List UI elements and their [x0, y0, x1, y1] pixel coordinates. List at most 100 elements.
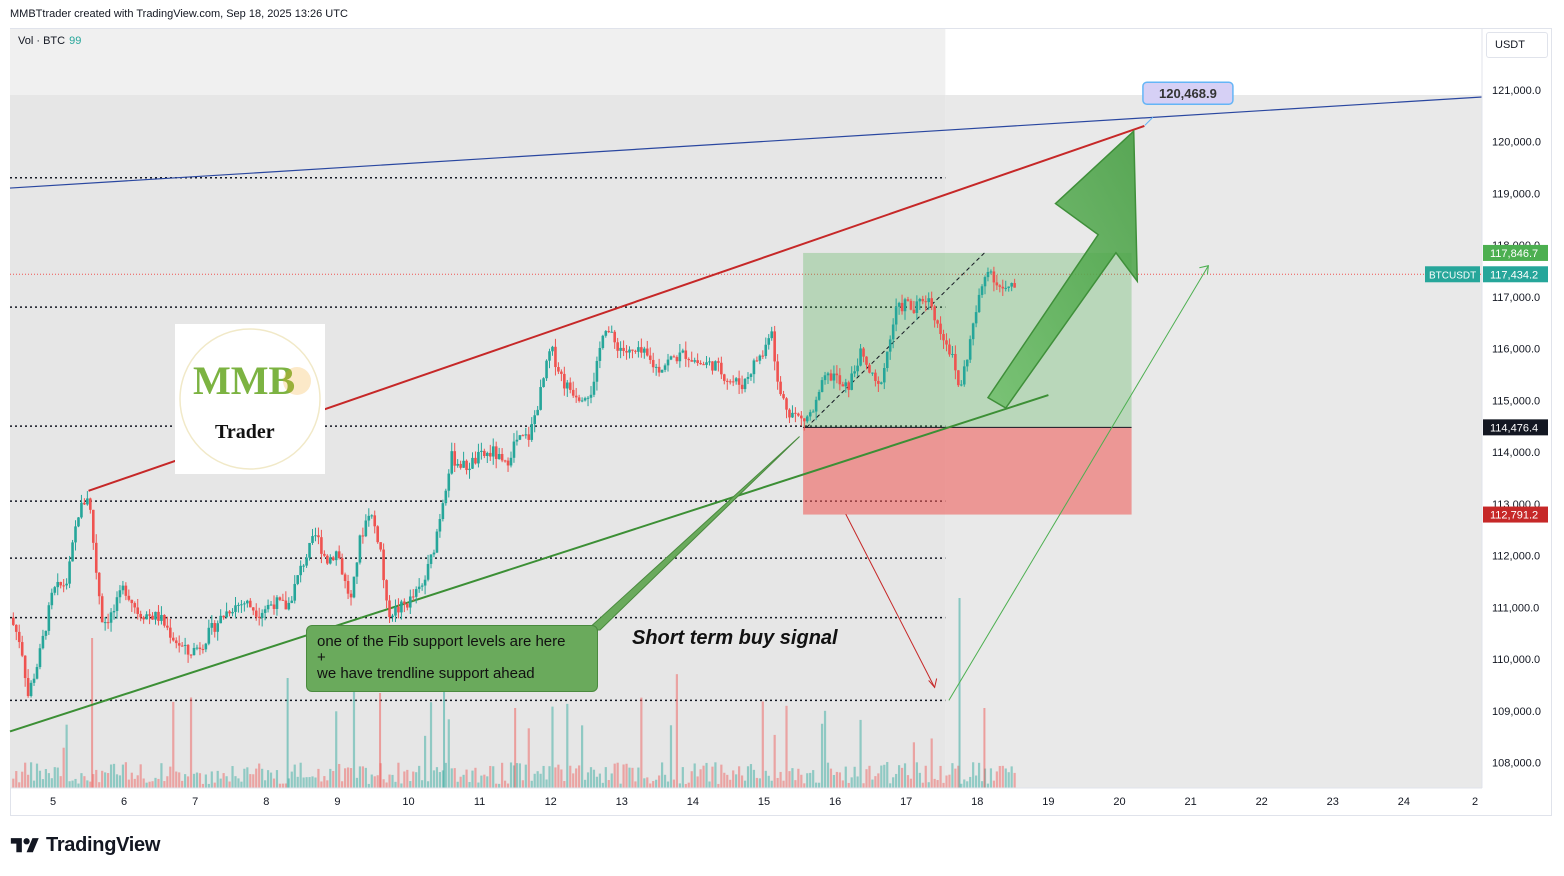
candle — [755, 360, 759, 362]
volume-bar — [83, 776, 86, 788]
volume-bar — [690, 771, 693, 788]
candle — [874, 372, 877, 381]
candle — [204, 643, 208, 650]
volume-bar — [163, 781, 166, 788]
x-tick-label: 9 — [334, 796, 340, 808]
candle — [672, 356, 676, 358]
candle — [734, 378, 738, 382]
volume-bar — [598, 773, 601, 788]
candle — [933, 306, 936, 321]
candle — [222, 615, 225, 618]
volume-bar — [705, 762, 708, 788]
symbol-badge-text: BTCUSDT — [1429, 270, 1476, 281]
y-tick-label: 111,000.0 — [1492, 602, 1539, 614]
candle — [89, 498, 92, 510]
buy-signal-text: Short term buy signal — [632, 627, 838, 649]
volume-bar — [394, 781, 397, 788]
volume-bar — [785, 705, 788, 788]
y-tick-label: 114,000.0 — [1492, 447, 1540, 459]
volume-bar — [50, 778, 53, 788]
candle — [278, 597, 282, 600]
volume-bar — [201, 783, 205, 788]
volume-bar — [231, 766, 234, 788]
volume-bar — [631, 767, 634, 788]
candle — [91, 509, 95, 543]
candle — [521, 435, 525, 437]
candle — [571, 389, 575, 396]
candle — [737, 378, 741, 385]
mmb-trader-logo: MMB Trader — [175, 324, 325, 474]
candle — [480, 450, 483, 452]
candle — [103, 622, 107, 624]
candle — [924, 301, 928, 303]
candle — [397, 606, 400, 613]
candle — [515, 439, 519, 442]
volume-bar — [151, 781, 154, 788]
candle — [752, 360, 756, 375]
volume-bar — [305, 777, 308, 788]
volume-bar — [918, 772, 921, 788]
candle — [631, 349, 634, 351]
volume-bar — [332, 771, 335, 788]
candle — [764, 344, 768, 356]
volume-bar — [95, 769, 98, 788]
volume-bar — [699, 769, 702, 788]
volume-bar — [637, 767, 640, 788]
volume-bar — [806, 773, 809, 788]
volume-legend[interactable]: Vol · BTC 99 — [18, 35, 81, 47]
candle — [180, 645, 184, 647]
volume-bar — [121, 764, 125, 788]
candle — [613, 331, 616, 343]
candle — [148, 614, 151, 616]
big-green-up-arrow — [986, 129, 1139, 410]
candle — [14, 624, 18, 632]
candle — [645, 348, 649, 356]
volume-bar — [542, 765, 545, 788]
candle — [53, 587, 57, 593]
candle — [266, 604, 270, 610]
volume-bar — [32, 780, 36, 788]
volume-bar — [175, 771, 178, 788]
candle — [921, 298, 925, 302]
volume-bar — [44, 769, 47, 788]
currency-selector[interactable]: USDT — [1486, 32, 1548, 58]
down-scenario-arrow — [845, 513, 936, 688]
candle — [951, 353, 954, 355]
volume-bar — [302, 777, 305, 788]
volume-bar — [859, 719, 862, 788]
candle — [785, 398, 788, 410]
candle — [213, 623, 217, 632]
volume-bar — [346, 767, 350, 788]
volume-bar — [693, 763, 696, 788]
volume-bar — [595, 776, 599, 788]
volume-bar — [758, 778, 761, 788]
volume-bar — [628, 767, 631, 788]
candle — [41, 635, 45, 649]
volume-bar — [803, 783, 806, 788]
candle — [708, 361, 711, 363]
volume-bar — [951, 763, 954, 788]
volume-bar — [133, 778, 136, 788]
volume-bar — [418, 765, 421, 788]
volume-bar — [509, 762, 513, 788]
volume-bar — [456, 781, 459, 788]
candle — [728, 381, 732, 383]
candle — [311, 536, 314, 543]
volume-bar — [272, 778, 276, 788]
volume-bar — [939, 765, 942, 788]
volume-bar — [735, 774, 738, 788]
candle — [563, 373, 566, 389]
candle — [776, 361, 779, 382]
candle — [891, 324, 895, 340]
volume-bar — [92, 774, 95, 788]
logo-text-bottom: Trader — [215, 421, 275, 443]
volume-bar — [474, 767, 477, 788]
candle — [598, 347, 602, 361]
volume-bar — [649, 783, 652, 788]
candle — [171, 637, 175, 641]
volume-bar — [361, 766, 364, 788]
volume-bar — [41, 779, 45, 788]
volume-bar — [498, 783, 501, 788]
candle — [637, 347, 640, 352]
candle — [930, 298, 933, 307]
